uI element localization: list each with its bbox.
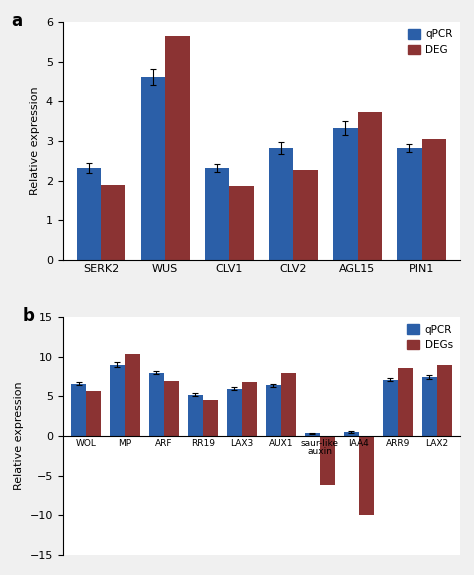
Bar (229, 186, 254, 260)
Bar (205, 168, 229, 260)
Bar (397, 148, 422, 260)
Bar (357, 113, 382, 260)
Bar (227, 389, 242, 436)
Bar (269, 148, 293, 260)
Bar (422, 139, 446, 260)
Bar (242, 382, 256, 436)
Bar (320, 436, 335, 485)
Bar (125, 354, 140, 436)
Bar (344, 432, 359, 436)
Bar (86, 391, 101, 436)
Y-axis label: Relative expression: Relative expression (30, 87, 40, 196)
Bar (305, 434, 320, 436)
Bar (422, 377, 437, 436)
Bar (266, 385, 281, 436)
Bar (359, 436, 374, 515)
Bar (383, 380, 398, 436)
Bar (437, 365, 452, 436)
Bar (398, 368, 412, 436)
Bar (188, 395, 203, 436)
Bar (281, 373, 296, 436)
Bar (101, 186, 126, 260)
Bar (203, 400, 218, 436)
Legend: qPCR, DEG: qPCR, DEG (406, 27, 455, 57)
Bar (293, 170, 318, 260)
Bar (149, 373, 164, 436)
Bar (164, 381, 179, 436)
Bar (141, 76, 165, 260)
Bar (77, 168, 101, 260)
Bar (71, 384, 86, 436)
Legend: qPCR, DEGs: qPCR, DEGs (405, 322, 455, 352)
Text: b: b (23, 308, 35, 325)
Text: a: a (11, 13, 22, 30)
Bar (165, 36, 190, 260)
Y-axis label: Relative expression: Relative expression (14, 382, 24, 490)
Bar (110, 365, 125, 436)
Bar (333, 128, 357, 260)
